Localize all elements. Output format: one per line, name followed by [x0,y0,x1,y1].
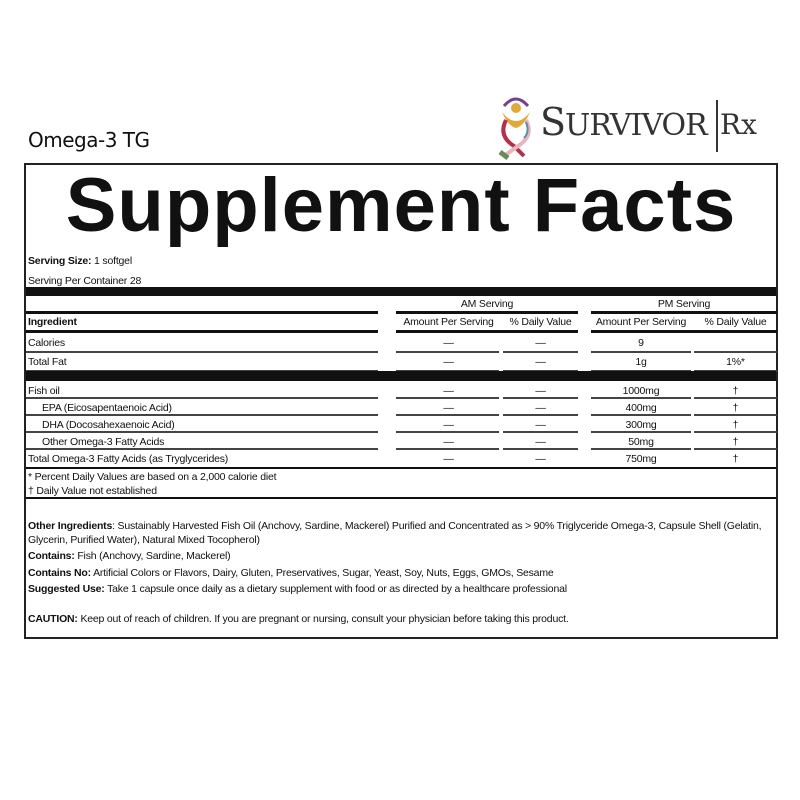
thick-divider [26,287,776,296]
am-daily-value: — [535,402,546,414]
row-divider [503,414,578,416]
divider [26,467,776,469]
row-divider [26,448,378,450]
am-daily-value: — [535,453,546,465]
pm-amount: 400mg [625,402,657,414]
contains: Contains: Fish (Anchovy, Sardine, Macker… [28,550,231,562]
row-divider [396,414,499,416]
ingredient-name: DHA (Docosahexaenoic Acid) [42,419,175,431]
am-daily-value: — [535,385,546,397]
row-divider [26,431,378,433]
row-divider [591,397,691,399]
ingredient-name: Total Omega-3 Fatty Acids (as Tryglyceri… [28,453,229,465]
pm-serving-header: PM Serving [657,298,711,310]
divider [591,330,777,333]
ingredient-name: Calories [28,337,65,349]
pm-amount-header: Amount Per Serving [595,316,687,328]
pm-daily-value: † [732,402,739,414]
pm-daily-value: 1%* [726,356,745,368]
row-divider [396,351,499,353]
pm-amount: 1000mg [622,385,660,397]
row-divider [503,351,578,353]
panel-title: Supplement Facts [65,163,737,248]
pm-daily-value: † [732,453,739,465]
row-divider [26,351,378,353]
divider [591,311,777,314]
am-amount: — [443,337,454,349]
other-ingredients: Other Ingredients: Sustainably Harvested… [28,520,762,546]
ingredient-name: Fish oil [28,385,60,397]
pm-amount: 300mg [625,419,657,431]
ribbon-logo-icon [498,97,531,160]
am-daily-value: — [535,436,546,448]
divider [26,330,378,333]
row-divider [26,397,378,399]
am-daily-value: — [535,356,546,368]
row-divider [396,448,499,450]
thick-divider [26,371,776,381]
row-divider [591,351,691,353]
row-divider [694,351,777,353]
divider [396,330,578,333]
ingredient-name: Total Fat [28,356,67,368]
footnote-dagger: † Daily Value not established [28,485,157,497]
row-divider [591,414,691,416]
pm-daily-value: † [732,419,739,431]
pm-daily-value: † [732,385,739,397]
row-divider [503,448,578,450]
pm-amount: 1g [635,356,647,368]
brand-divider [716,100,718,152]
brand-suffix: Rx [720,108,757,141]
am-amount: — [443,436,454,448]
contains-no: Contains No: Artificial Colors or Flavor… [28,567,554,579]
ingredient-name: EPA (Eicosapentaenoic Acid) [42,402,172,414]
row-divider [26,414,378,416]
divider [26,311,378,314]
pm-dv-header: % Daily Value [704,316,767,328]
footnote-dv: * Percent Daily Values are based on a 2,… [28,471,277,483]
divider [396,311,578,314]
serving-size: Serving Size: 1 softgel [28,255,132,267]
suggested-use: Suggested Use: Take 1 capsule once daily… [28,583,567,595]
product-name: Omega-3 TG [28,128,150,152]
divider [26,497,776,499]
row-divider [694,448,777,450]
am-amount: — [443,419,454,431]
ingredient-name: Other Omega-3 Fatty Acids [42,436,165,448]
am-daily-value: — [535,419,546,431]
brand-name: SURVIVOR [540,100,708,144]
am-amount-header: Amount Per Serving [403,316,494,328]
servings-per-container: Serving Per Container 28 [28,275,142,287]
pm-amount: 750mg [625,453,657,465]
am-serving-header: AM Serving [460,298,514,310]
ingredient-header: Ingredient [28,316,77,328]
row-divider [396,397,499,399]
row-divider [503,397,578,399]
row-divider [396,431,499,433]
caution: CAUTION: Keep out of reach of children. … [28,613,569,625]
pm-daily-value: † [732,436,739,448]
pm-amount: 50mg [628,436,654,448]
am-amount: — [443,453,454,465]
row-divider [503,431,578,433]
supplement-facts-panel: Supplement Facts Serving Size: 1 softgel… [24,163,778,639]
row-divider [694,397,777,399]
am-daily-value: — [535,337,546,349]
am-amount: — [443,385,454,397]
am-dv-header: % Daily Value [509,316,572,328]
am-amount: — [443,356,454,368]
row-divider [591,448,691,450]
am-amount: — [443,402,454,414]
pm-amount: 9 [638,337,644,349]
row-divider [694,414,777,416]
row-divider [694,431,777,433]
row-divider [591,431,691,433]
